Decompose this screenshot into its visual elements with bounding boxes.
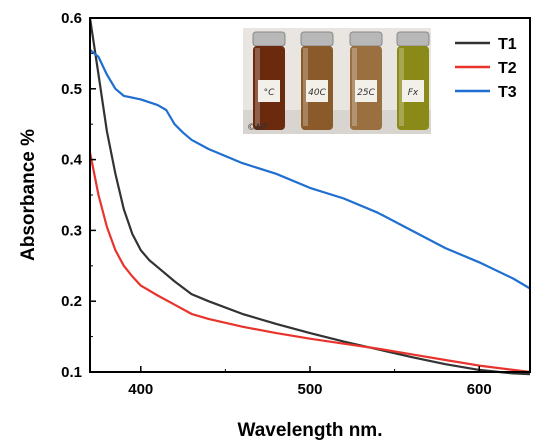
series-layer bbox=[88, 17, 531, 376]
y-tick-label: 0.4 bbox=[61, 152, 83, 169]
vial-label: °C bbox=[264, 88, 276, 98]
legend-label-t1: T1 bbox=[498, 36, 517, 53]
x-tick-label: 500 bbox=[297, 381, 322, 398]
y-tick-label: 0.5 bbox=[61, 81, 82, 98]
vial-label-sticker bbox=[258, 80, 280, 102]
x-axis-title: Wavelength nm. bbox=[238, 420, 383, 441]
y-tick-label: 0.3 bbox=[61, 222, 82, 239]
series-line-t1 bbox=[88, 17, 531, 376]
y-tick-label: 0.6 bbox=[61, 10, 82, 27]
vial-label: Fx bbox=[408, 88, 419, 98]
legend-label-t3: T3 bbox=[498, 84, 517, 101]
vial-highlight bbox=[303, 48, 308, 126]
inset-corner-text: ©NF bbox=[247, 123, 269, 133]
vial-label: 25C bbox=[357, 88, 375, 98]
vial-highlight bbox=[255, 48, 260, 126]
y-tick-label: 0.2 bbox=[61, 293, 82, 310]
series-line-t3 bbox=[89, 49, 531, 290]
vial-label-sticker bbox=[306, 80, 328, 102]
legend-label-t2: T2 bbox=[498, 60, 517, 77]
x-tick-label: 600 bbox=[467, 381, 492, 398]
x-tick-label: 400 bbox=[128, 381, 153, 398]
vial-cap bbox=[252, 31, 286, 47]
inset-photo: °C 40C 25C Fx ©NF bbox=[243, 28, 431, 134]
vial-label-sticker bbox=[355, 80, 377, 102]
y-axis-title: Absorbance % bbox=[18, 129, 39, 261]
vial-highlight bbox=[399, 48, 404, 126]
series-line-t2 bbox=[88, 152, 531, 374]
vial-label: 40C bbox=[308, 88, 326, 98]
vial-cap bbox=[349, 31, 383, 47]
vial-highlight bbox=[352, 48, 357, 126]
legend: T1 T2 T3 bbox=[455, 36, 517, 101]
y-tick-label: 0.1 bbox=[61, 364, 82, 381]
vial-cap bbox=[300, 31, 334, 47]
vial-cap bbox=[396, 31, 430, 47]
vial-label-sticker bbox=[402, 80, 424, 102]
ticks-layer: 0.1 0.2 0.3 0.4 0.5 0.6 400 500 600 bbox=[61, 10, 492, 398]
